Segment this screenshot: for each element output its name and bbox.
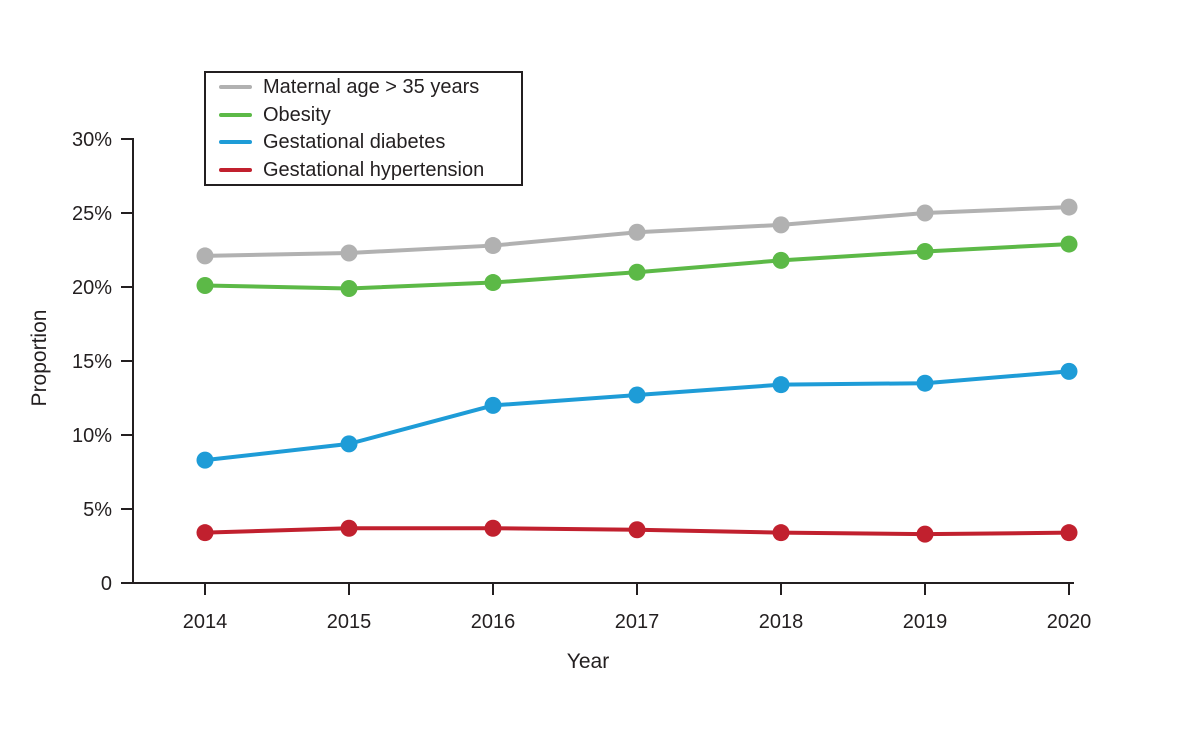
data-point-maternal-age-35-years-2015 xyxy=(340,244,358,262)
y-tick-label: 15% xyxy=(72,351,112,373)
data-point-gestational-diabetes-2015 xyxy=(340,435,358,453)
x-axis-title: Year xyxy=(567,650,609,673)
x-tick-label: 2019 xyxy=(903,611,948,633)
data-point-obesity-2020 xyxy=(1060,235,1078,253)
data-point-gestational-hypertension-2017 xyxy=(628,521,646,539)
x-tick-label: 2016 xyxy=(471,611,516,633)
y-tick-label: 0 xyxy=(101,573,112,595)
legend-swatch-maternal-age xyxy=(219,84,252,89)
legend-item-obesity: Obesity xyxy=(219,101,521,129)
data-point-maternal-age-35-years-2016 xyxy=(484,237,502,255)
data-point-gestational-diabetes-2016 xyxy=(484,396,502,414)
data-point-obesity-2019 xyxy=(916,242,934,260)
legend-label-maternal-age: Maternal age > 35 years xyxy=(263,75,480,98)
data-point-gestational-hypertension-2015 xyxy=(340,519,358,537)
legend-label-gestational-hypertension: Gestational hypertension xyxy=(263,159,485,182)
data-point-obesity-2015 xyxy=(340,279,358,297)
data-point-gestational-hypertension-2018 xyxy=(772,524,790,542)
legend-swatch-obesity xyxy=(219,112,252,117)
y-tick-label: 5% xyxy=(83,499,112,521)
x-tick-label: 2017 xyxy=(615,611,660,633)
data-point-gestational-diabetes-2017 xyxy=(628,386,646,404)
legend-item-gestational-diabetes: Gestational diabetes xyxy=(219,129,521,157)
legend-label-obesity: Obesity xyxy=(263,103,331,126)
data-point-obesity-2016 xyxy=(484,274,502,292)
data-point-maternal-age-35-years-2020 xyxy=(1060,198,1078,216)
chart-legend: Maternal age > 35 years Obesity Gestatio… xyxy=(204,71,523,186)
data-point-maternal-age-35-years-2017 xyxy=(628,223,646,241)
data-point-gestational-hypertension-2016 xyxy=(484,519,502,537)
legend-swatch-gestational-diabetes xyxy=(219,140,252,145)
data-point-obesity-2018 xyxy=(772,251,790,269)
legend-item-maternal-age: Maternal age > 35 years xyxy=(219,73,521,101)
data-point-gestational-hypertension-2014 xyxy=(196,524,214,542)
data-point-gestational-diabetes-2014 xyxy=(196,451,214,469)
y-axis-title: Proportion xyxy=(28,310,51,407)
data-point-gestational-hypertension-2020 xyxy=(1060,524,1078,542)
y-tick-label: 20% xyxy=(72,277,112,299)
data-point-gestational-diabetes-2018 xyxy=(772,376,790,394)
data-point-obesity-2017 xyxy=(628,263,646,281)
series-line-gestational-diabetes xyxy=(203,369,1071,463)
x-tick-label: 2015 xyxy=(327,611,372,633)
data-point-maternal-age-35-years-2014 xyxy=(196,247,214,265)
legend-swatch-gestational-hypertension xyxy=(219,168,252,173)
legend-item-gestational-hypertension: Gestational hypertension xyxy=(219,156,521,184)
data-point-gestational-diabetes-2020 xyxy=(1060,362,1078,380)
legend-label-gestational-diabetes: Gestational diabetes xyxy=(263,131,446,154)
x-tick-label: 2020 xyxy=(1047,611,1092,633)
data-point-maternal-age-35-years-2018 xyxy=(772,216,790,234)
data-point-gestational-hypertension-2019 xyxy=(916,525,934,543)
y-tick-label: 30% xyxy=(72,129,112,151)
x-tick-label: 2014 xyxy=(183,611,228,633)
x-tick-label: 2018 xyxy=(759,611,804,633)
data-point-gestational-diabetes-2019 xyxy=(916,374,934,392)
data-point-obesity-2014 xyxy=(196,277,214,295)
y-tick-label: 25% xyxy=(72,203,112,225)
data-point-maternal-age-35-years-2019 xyxy=(916,204,934,222)
y-tick-label: 10% xyxy=(72,425,112,447)
